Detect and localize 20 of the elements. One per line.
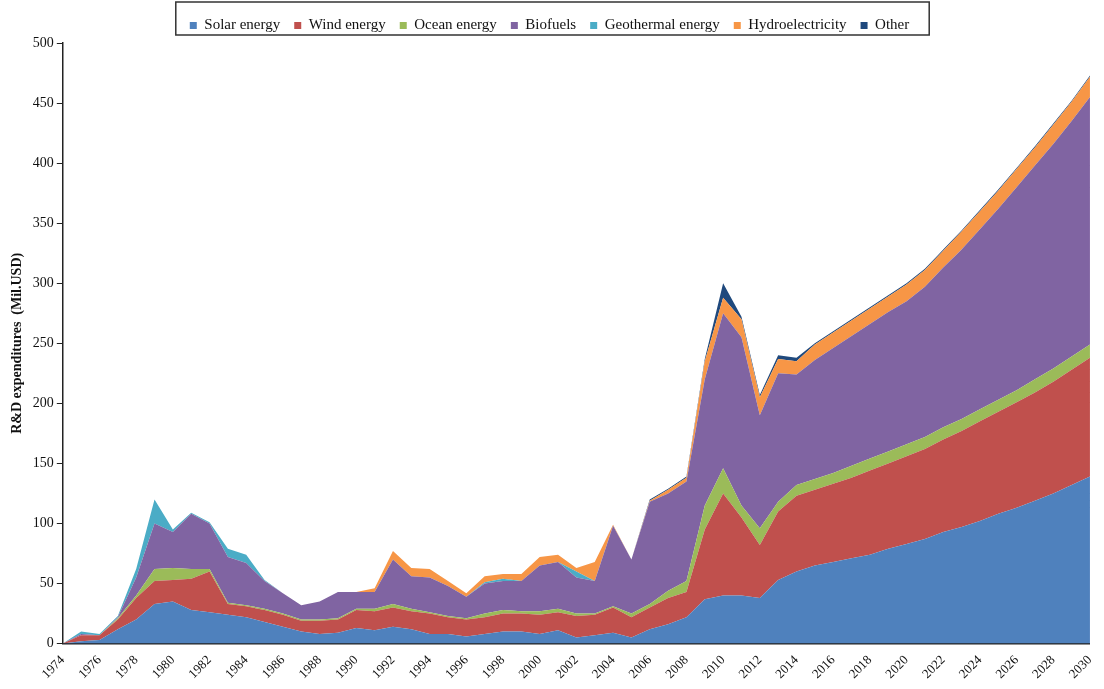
y-axis-title: R&D expenditures (Mil.USD) — [9, 252, 26, 434]
y-tick-label: 400 — [32, 154, 54, 170]
y-tick-label: 150 — [32, 455, 54, 471]
y-tick-label: 300 — [32, 274, 54, 290]
legend-label: Ocean energy — [414, 16, 498, 33]
legend-label: Other — [875, 16, 910, 33]
legend-label: Biofuels — [525, 16, 577, 33]
y-tick-label: 250 — [32, 334, 54, 350]
legend-label: Geothermal energy — [604, 16, 721, 33]
y-tick-label: 350 — [32, 214, 54, 230]
y-tick-label: 0 — [46, 635, 54, 651]
y-tick-label: 500 — [32, 34, 54, 50]
y-tick-label: 450 — [32, 94, 54, 110]
x-tick-label: 1978 — [111, 652, 141, 682]
legend-label: Hydroelectricity — [748, 16, 848, 33]
y-tick-label: 200 — [32, 395, 54, 411]
y-tick-label: 50 — [39, 575, 54, 591]
legend-label: Solar energy — [204, 16, 281, 33]
legend-label: Wind energy — [308, 16, 387, 33]
y-tick-label: 100 — [32, 515, 54, 531]
